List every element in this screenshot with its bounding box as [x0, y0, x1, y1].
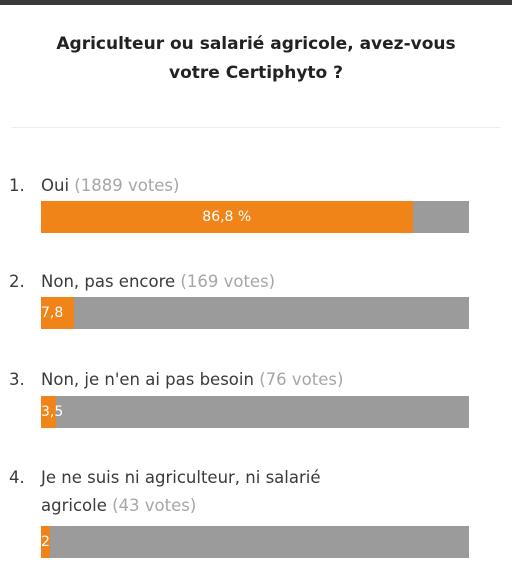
- option-number: 4.: [9, 468, 25, 487]
- top-bar: [0, 0, 512, 5]
- percent-label: 7,8: [41, 305, 64, 321]
- result-bar-fill: [41, 526, 50, 558]
- option-number: 3.: [9, 370, 25, 389]
- option-text: Oui: [41, 176, 70, 195]
- result-bar-fill: [41, 201, 413, 233]
- option-label: 4. Je ne suis ni agriculteur, ni salarié…: [9, 464, 489, 520]
- result-bar-fill: [41, 297, 75, 329]
- option-label: 1. Oui (1889 votes): [9, 172, 489, 200]
- option-votes: (1889 votes): [74, 176, 180, 195]
- option-text-line-1: Je ne suis ni agriculteur, ni salarié: [41, 468, 321, 487]
- option-label: 2. Non, pas encore (169 votes): [9, 268, 489, 296]
- option-votes: (169 votes): [180, 272, 276, 291]
- result-bar: 7,8: [41, 297, 469, 329]
- result-bar: 3,5: [41, 396, 469, 428]
- option-votes: (43 votes): [112, 496, 197, 515]
- percent-label: 3,5: [41, 404, 64, 420]
- poll-title-line-2: votre Certiphyto ?: [168, 63, 343, 83]
- option-text-line-2: agricole: [41, 496, 107, 515]
- poll-title: Agriculteur ou salarié agricole, avez-vo…: [0, 30, 512, 88]
- poll-title-line-1: Agriculteur ou salarié agricole, avez-vo…: [56, 34, 456, 54]
- percent-label: 2: [41, 534, 50, 550]
- result-bar-fill: [41, 396, 56, 428]
- option-label: 3. Non, je n'en ai pas besoin (76 votes): [9, 366, 489, 394]
- result-bar: 86,8 %: [41, 201, 469, 233]
- percent-label: 86,8 %: [202, 209, 252, 225]
- result-bar: 2: [41, 526, 469, 558]
- divider: [12, 127, 500, 128]
- option-text: Non, je n'en ai pas besoin: [41, 370, 254, 389]
- option-number: 1.: [9, 176, 25, 195]
- option-number: 2.: [9, 272, 25, 291]
- option-text: Non, pas encore: [41, 272, 176, 291]
- option-votes: (76 votes): [259, 370, 344, 389]
